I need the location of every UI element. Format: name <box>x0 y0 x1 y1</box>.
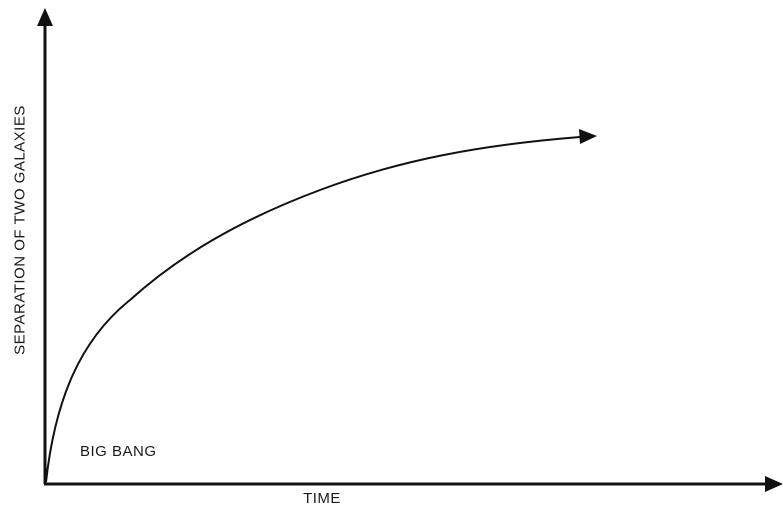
x-axis-label: TIME <box>303 490 341 507</box>
x-axis-arrowhead <box>765 476 783 492</box>
y-axis-label: SEPARATION OF TWO GALAXIES <box>11 105 29 355</box>
big-bang-label: BIG BANG <box>80 443 157 460</box>
expansion-curve <box>45 136 581 483</box>
curve-arrowhead <box>579 129 597 144</box>
y-axis-arrowhead <box>37 8 53 26</box>
